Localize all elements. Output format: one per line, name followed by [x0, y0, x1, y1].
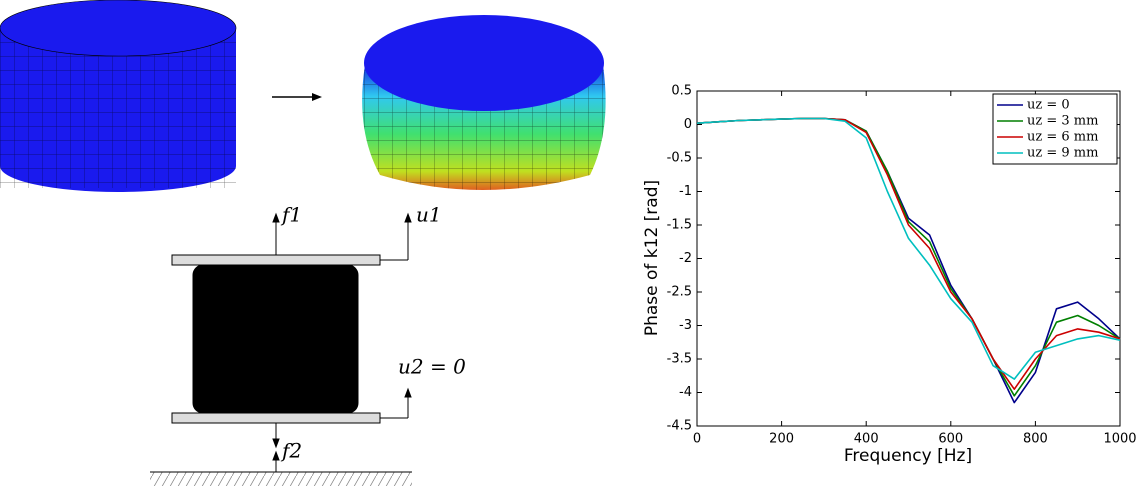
x-tick-label: 0	[693, 432, 701, 447]
y-tick-label: -4	[679, 385, 692, 400]
x-tick-label: 200	[769, 432, 794, 447]
y-axis-label: Phase of k12 [rad]	[642, 180, 662, 336]
mesh-deformed	[362, 15, 606, 190]
diagram-label: f1	[280, 203, 302, 227]
series-line	[696, 117, 1121, 380]
y-tick-label: -2.5	[667, 285, 692, 300]
y-tick-label: -1	[679, 184, 692, 199]
y-tick-label: -1.5	[667, 218, 692, 233]
y-tick-label: -3.5	[667, 352, 692, 367]
legend-label: uz = 3 mm	[1027, 114, 1098, 129]
x-tick-label: 800	[1023, 432, 1048, 447]
x-tick-label: 400	[854, 432, 879, 447]
diagram-label: f2	[280, 439, 302, 463]
x-tick-label: 1000	[1103, 432, 1136, 447]
y-tick-label: -2	[679, 251, 692, 266]
y-tick-label: 0	[684, 117, 692, 132]
diagram-label: u1	[416, 203, 442, 227]
x-tick-label: 600	[938, 432, 963, 447]
diagram-label: u2 = 0	[398, 355, 466, 379]
compression-diagram	[150, 212, 412, 486]
y-tick-label: 0.5	[671, 84, 692, 99]
y-tick-label: -4.5	[667, 419, 692, 434]
legend-label: uz = 6 mm	[1027, 130, 1098, 145]
legend-label: uz = 0	[1027, 98, 1070, 113]
x-axis-label: Frequency [Hz]	[844, 446, 972, 466]
mesh-undeformed	[0, 0, 237, 192]
arrow	[272, 93, 322, 101]
y-tick-label: -0.5	[667, 151, 692, 166]
y-tick-label: -3	[679, 318, 692, 333]
legend-label: uz = 9 mm	[1027, 146, 1098, 161]
